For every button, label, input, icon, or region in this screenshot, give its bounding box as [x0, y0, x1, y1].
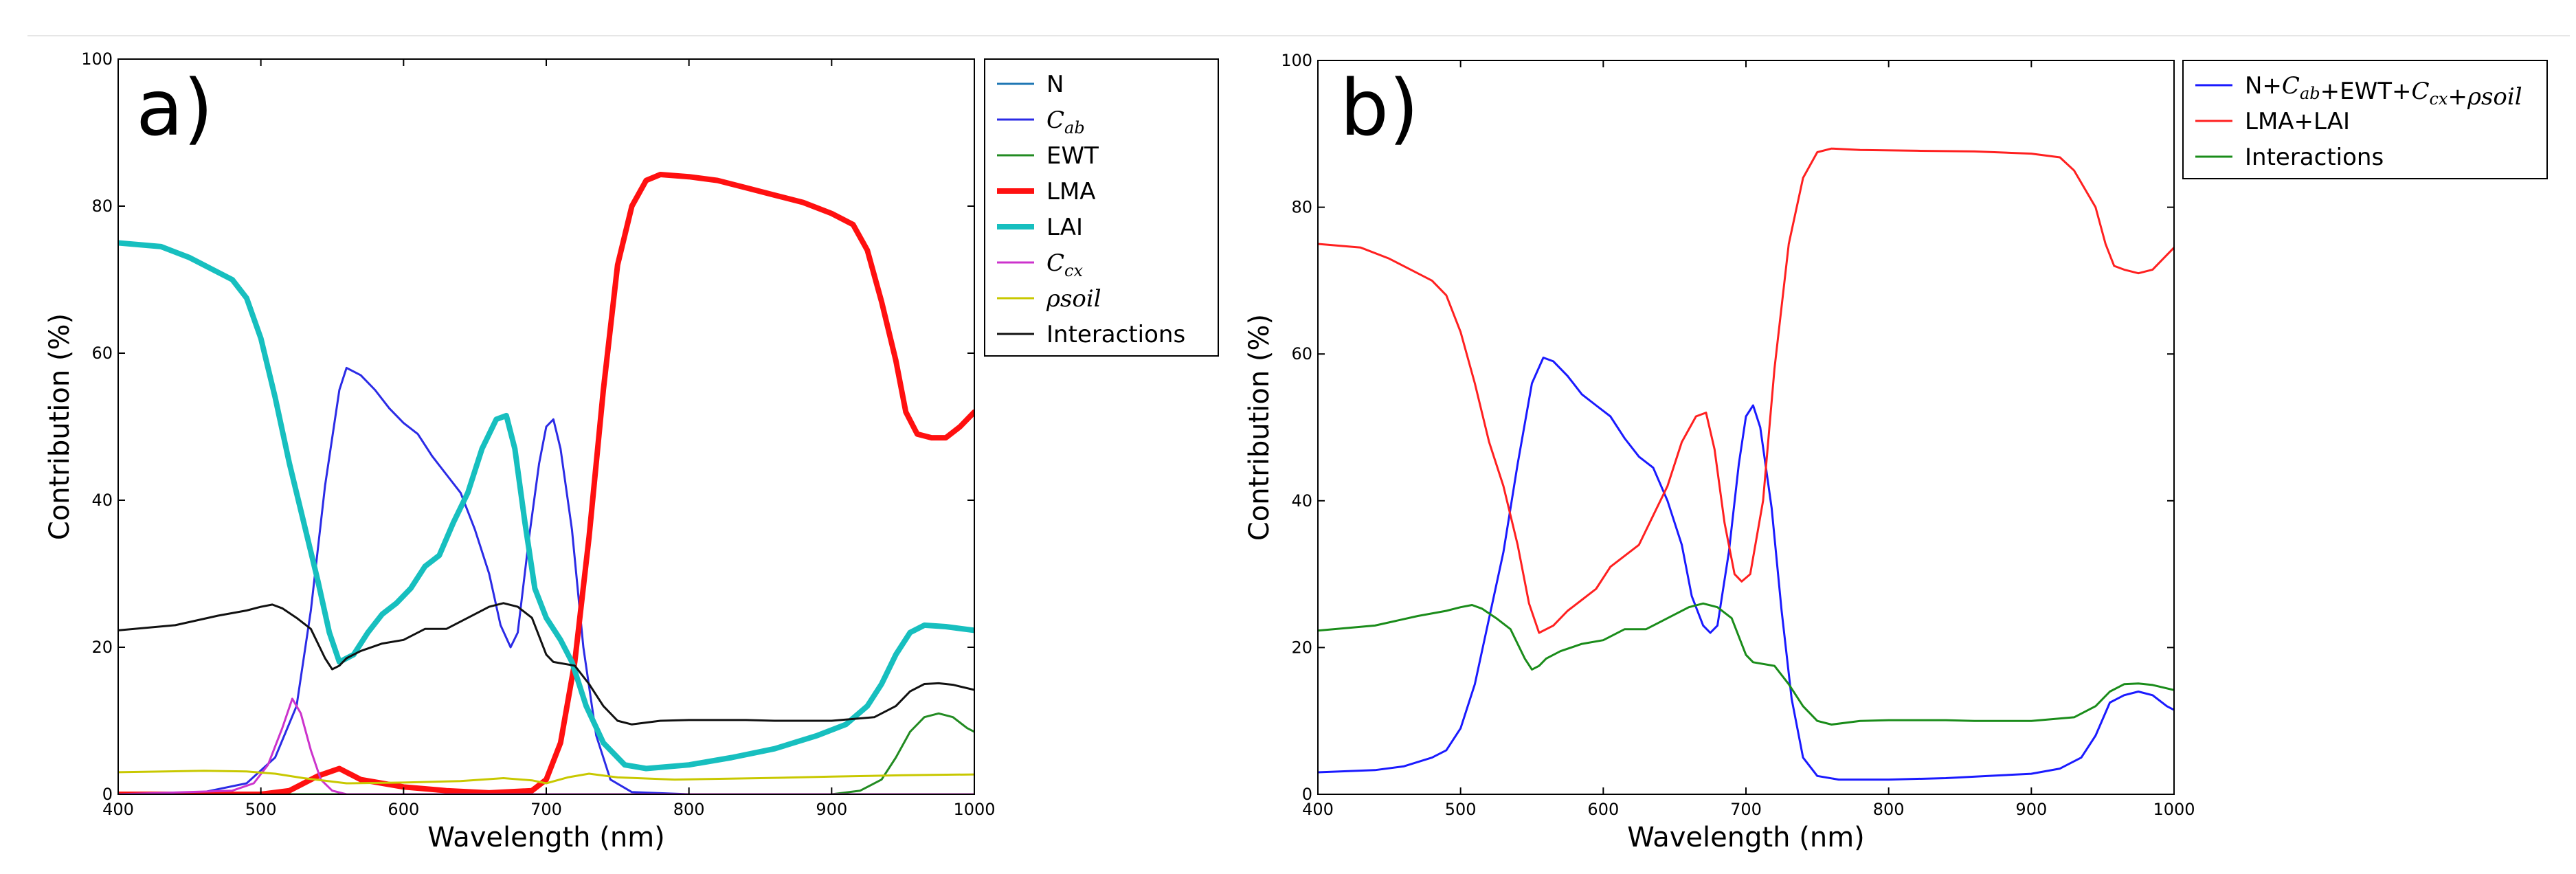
x-tick-label: 1000 — [953, 800, 995, 819]
y-axis-label: Contribution (%) — [44, 313, 76, 540]
legend-label: Interactions — [2245, 144, 2384, 171]
legend-item: Interactions — [2195, 144, 2384, 171]
x-tick-label: 400 — [1302, 800, 1334, 819]
x-tick-label: 600 — [1587, 800, 1619, 819]
x-tick-label: 500 — [245, 800, 277, 819]
y-tick-label: 80 — [91, 197, 113, 216]
x-tick-label: 500 — [1445, 800, 1477, 819]
y-tick-label: 80 — [1291, 198, 1312, 217]
legend-item: EWT — [997, 142, 1099, 170]
series-line-lai — [118, 240, 974, 772]
legend-label: LMA — [1046, 178, 1096, 205]
panel-label: b) — [1340, 64, 1419, 153]
legend-item: Cab — [997, 107, 1085, 137]
legend-box — [2182, 60, 2548, 179]
series-line-ewt — [118, 712, 974, 794]
x-axis-label: Wavelength (nm) — [1627, 822, 1865, 853]
legend-item: LMA — [997, 178, 1096, 205]
series-line-rho-soil — [118, 770, 974, 785]
y-tick-label: 40 — [91, 491, 113, 510]
series-group — [118, 172, 974, 794]
legend-item: LMA+LAI — [2195, 108, 2350, 135]
legend-label: Interactions — [1046, 321, 1185, 348]
y-tick-label: 20 — [91, 638, 113, 657]
legend-item: Ccx — [997, 249, 1083, 280]
x-tick-label: 900 — [2015, 800, 2047, 819]
series-line-lma — [118, 172, 974, 794]
x-tick-label: 700 — [1730, 800, 1762, 819]
plot-frame — [1317, 60, 2175, 795]
x-axis-label: Wavelength (nm) — [427, 822, 665, 853]
x-tick-label: 1000 — [2153, 800, 2195, 819]
y-tick-label: 100 — [1281, 51, 1312, 70]
x-tick-label: 600 — [388, 800, 419, 819]
legend-label: LMA+LAI — [2245, 108, 2350, 135]
series-line-interactions — [1318, 602, 2174, 726]
y-tick-label: 40 — [1291, 491, 1312, 511]
x-tick-label: 800 — [1873, 800, 1905, 819]
x-tick-label: 900 — [816, 800, 847, 819]
legend-label: Ccx — [1046, 249, 1083, 280]
series-line-n-c-ab-ewt-c-cx-rho-soil — [1318, 357, 2174, 781]
x-tick-label: 700 — [530, 800, 562, 819]
legend-label: N+Cab+EWT+Ccx+ρsoil — [2245, 72, 2522, 111]
series-group — [1318, 147, 2174, 781]
legend-item: N — [997, 71, 1064, 98]
x-tick-label: 800 — [673, 800, 705, 819]
series-line-c-ab — [118, 366, 974, 794]
legend-label: LAI — [1046, 214, 1083, 241]
y-axis-label: Contribution (%) — [1244, 314, 1275, 541]
panel-a: 400 500 600 700 800 900 1000 0 20 40 60 80 100 Wavele… — [44, 49, 1219, 853]
series-line-interactions — [118, 602, 974, 726]
legend-item: N+Cab+EWT+Ccx+ρsoil — [2195, 72, 2522, 111]
series-line-lma-lai — [1318, 147, 2174, 634]
legend-item: ρsoil — [997, 285, 1101, 313]
panel-label: a) — [136, 64, 213, 153]
y-tick-label: 0 — [1302, 785, 1312, 804]
legend: N Cab EWT LMA LAI Ccx ρsoil Interactions — [984, 58, 1219, 357]
y-tick-label: 0 — [102, 785, 113, 804]
y-tick-label: 20 — [1291, 638, 1312, 657]
x-tick-label: 400 — [102, 800, 134, 819]
legend-box — [984, 58, 1219, 357]
panel-b: 400 500 600 700 800 900 1000 0 20 40 60 80 100 Wavele… — [1244, 51, 2548, 853]
legend-label: Cab — [1046, 107, 1085, 137]
legend-label: EWT — [1046, 142, 1099, 170]
y-tick-label: 60 — [91, 344, 113, 363]
legend-label: ρsoil — [1046, 285, 1101, 313]
legend-item: Interactions — [997, 321, 1185, 348]
legend-item: LAI — [997, 214, 1083, 241]
y-tick-label: 100 — [81, 49, 113, 69]
y-tick-label: 60 — [1291, 344, 1312, 363]
legend-label: N — [1046, 71, 1064, 98]
series-line-c-cx — [118, 697, 974, 794]
